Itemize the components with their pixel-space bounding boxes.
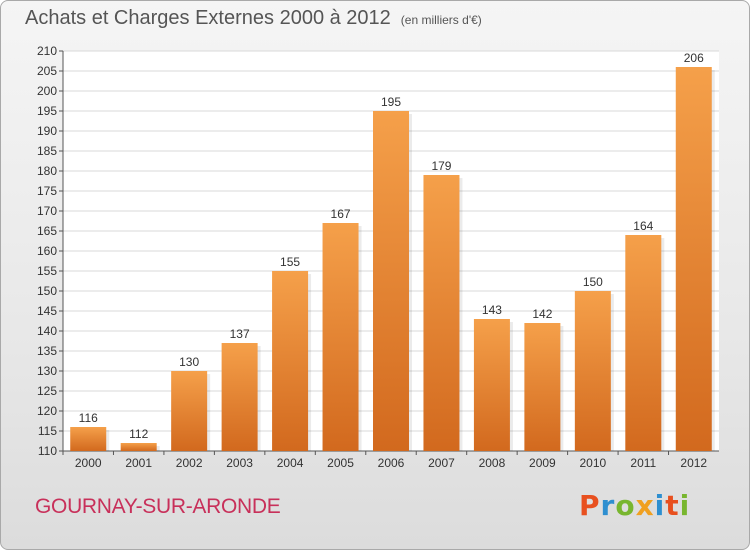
proxiti-logo: Proxiti (579, 489, 690, 522)
y-tick-label: 190 (37, 124, 57, 138)
logo-letter: i (654, 489, 666, 522)
bar (70, 427, 107, 451)
y-tick-label: 115 (38, 424, 57, 438)
y-tick-label: 185 (37, 144, 57, 158)
y-tick-label: 205 (37, 64, 57, 78)
y-tick-label: 180 (37, 164, 57, 178)
x-tick-label: 2012 (680, 456, 707, 470)
y-tick-label: 165 (37, 224, 57, 238)
y-tick-label: 160 (37, 244, 57, 258)
x-tick-label: 2010 (579, 456, 606, 470)
data-label: 142 (532, 307, 552, 321)
bar (120, 443, 157, 451)
data-label: 155 (280, 255, 300, 269)
unit-note: (en milliers d'€) (400, 13, 482, 27)
y-tick-label: 125 (37, 384, 57, 398)
data-label: 143 (482, 303, 502, 317)
data-label: 167 (331, 207, 351, 221)
data-label: 116 (79, 411, 98, 425)
logo-letter: x (635, 489, 655, 522)
x-tick-label: 2005 (327, 456, 354, 470)
chart-title: Achats et Charges Externes 2000 à 2012 (e… (25, 7, 482, 30)
bar (675, 67, 712, 451)
data-label: 164 (633, 219, 653, 233)
y-tick-label: 120 (37, 404, 57, 418)
x-tick-label: 2001 (125, 456, 152, 470)
y-tick-label: 140 (37, 324, 57, 338)
bar (423, 175, 460, 451)
y-tick-label: 210 (37, 44, 57, 58)
data-label: 112 (129, 427, 148, 441)
data-label: 137 (230, 327, 250, 341)
logo-letter: P (579, 489, 601, 522)
y-tick-label: 145 (37, 304, 57, 318)
y-tick-label: 155 (37, 264, 57, 278)
bar (625, 235, 662, 451)
data-label: 179 (431, 159, 451, 173)
logo-letter: i (679, 489, 691, 522)
bar (171, 371, 208, 451)
bar (373, 111, 409, 451)
bar (272, 271, 309, 451)
y-tick-label: 175 (37, 184, 57, 198)
data-label: 150 (583, 275, 603, 289)
y-tick-label: 195 (37, 104, 57, 118)
data-label: 195 (381, 95, 401, 109)
bar (574, 291, 611, 451)
y-tick-label: 170 (37, 204, 57, 218)
data-label: 130 (179, 355, 199, 369)
y-tick-label: 150 (37, 284, 57, 298)
x-tick-label: 2002 (176, 456, 203, 470)
y-tick-label: 110 (38, 444, 57, 458)
y-tick-label: 130 (37, 364, 57, 378)
y-tick-label: 135 (37, 344, 57, 358)
bar (221, 343, 258, 451)
x-tick-label: 2011 (630, 456, 656, 470)
bar (524, 323, 561, 451)
x-tick-label: 2006 (378, 456, 405, 470)
x-tick-label: 2003 (226, 456, 253, 470)
bar (322, 223, 359, 451)
logo-letter: o (615, 489, 636, 522)
x-tick-label: 2009 (529, 456, 556, 470)
title-text: Achats et Charges Externes 2000 à 2012 (25, 7, 391, 29)
y-tick-label: 200 (37, 84, 57, 98)
x-tick-label: 2004 (277, 456, 304, 470)
bar (473, 319, 510, 451)
data-label: 206 (684, 51, 704, 65)
logo-letter: t (665, 489, 680, 522)
x-tick-label: 2007 (428, 456, 455, 470)
x-tick-label: 2000 (75, 456, 102, 470)
x-tick-label: 2008 (479, 456, 506, 470)
commune-name: GOURNAY-SUR-ARONDE (35, 495, 281, 518)
logo-letter: r (600, 489, 616, 522)
